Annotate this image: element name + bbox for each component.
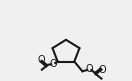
Text: O: O xyxy=(99,65,106,75)
Text: O: O xyxy=(86,64,93,74)
Text: O: O xyxy=(37,55,45,65)
Text: O: O xyxy=(49,59,57,69)
